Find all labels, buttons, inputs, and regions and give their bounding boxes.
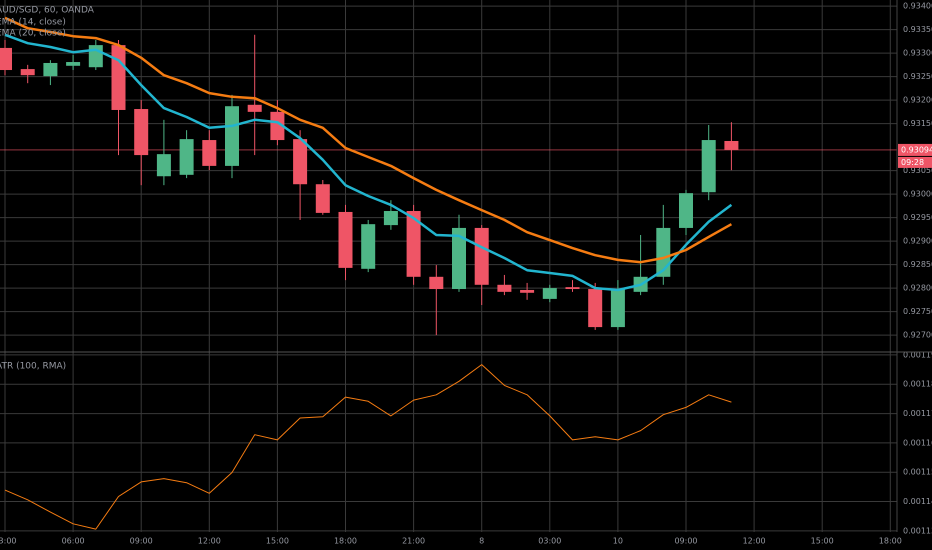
legend-entry: EMA (14, close) <box>0 18 66 28</box>
x-tick-label: 18:00 <box>879 537 902 546</box>
candle-body <box>520 289 535 293</box>
candle-body <box>701 140 716 193</box>
candle-body <box>20 69 35 76</box>
candle-body <box>679 193 693 228</box>
legend-entry: ATR (100, RMA) <box>0 362 66 372</box>
x-tick-label: 12:00 <box>743 537 766 546</box>
candle-body <box>179 139 194 175</box>
candle-body <box>724 140 739 150</box>
candle-body <box>43 62 58 77</box>
candle-body <box>361 224 376 269</box>
candle-body <box>610 289 625 328</box>
candle-body <box>247 104 262 112</box>
y-tick-label: 0.00114 <box>903 497 932 506</box>
y-tick-label: 0.00117 <box>903 409 932 418</box>
candle-body <box>225 106 239 166</box>
x-tick-label: 03:00 <box>0 537 17 546</box>
last-price-label: 0.93094 <box>901 145 932 154</box>
candle-body <box>429 276 444 290</box>
candle-body <box>565 287 580 290</box>
candle-body <box>452 227 466 290</box>
line-series <box>4 16 733 264</box>
legend-entry: EMA (20, close) <box>0 29 66 39</box>
candle-body <box>0 47 12 71</box>
x-tick-label: 21:00 <box>402 537 425 546</box>
x-tick-label: 10 <box>613 537 623 546</box>
candle-body <box>474 227 489 285</box>
candle-body <box>66 62 81 66</box>
countdown-box <box>898 156 932 168</box>
candle-body <box>270 111 285 141</box>
y-tick-label: 0.00118 <box>903 380 932 389</box>
candle-body <box>111 45 126 110</box>
y-tick-label: 0.00115 <box>903 468 932 477</box>
last-price-box <box>898 143 932 156</box>
y-tick-label: 0.00116 <box>903 438 932 447</box>
x-tick-label: 03:00 <box>538 537 561 546</box>
x-tick-label: 09:00 <box>674 537 697 546</box>
x-tick-label: 09:00 <box>130 537 153 546</box>
x-tick-label: 15:00 <box>811 537 834 546</box>
x-tick-label: 06:00 <box>62 537 85 546</box>
candle-body <box>315 184 330 213</box>
candle-body <box>497 284 512 292</box>
candle-body <box>134 109 149 156</box>
candle-body <box>338 211 353 268</box>
candle-body <box>406 211 421 277</box>
candle-body <box>293 139 308 185</box>
candle-body <box>156 154 171 177</box>
candle-body <box>588 289 603 328</box>
line-series <box>4 33 733 292</box>
x-tick-label: 15:00 <box>266 537 289 546</box>
candle-body <box>88 45 103 68</box>
candle-body <box>542 288 557 299</box>
chart-title: AUD/SGD, 60, OANDA <box>0 6 95 16</box>
y-tick-label: 0.00119 <box>903 350 932 359</box>
candle-body <box>383 211 398 226</box>
x-tick-label: 8 <box>479 537 484 546</box>
countdown-label: 09:28 <box>901 158 924 167</box>
candle-body <box>202 140 217 166</box>
y-tick-label: 0.00113 <box>903 526 932 535</box>
line-series <box>4 364 732 530</box>
x-tick-label: 18:00 <box>334 537 357 546</box>
x-tick-label: 12:00 <box>198 537 221 546</box>
